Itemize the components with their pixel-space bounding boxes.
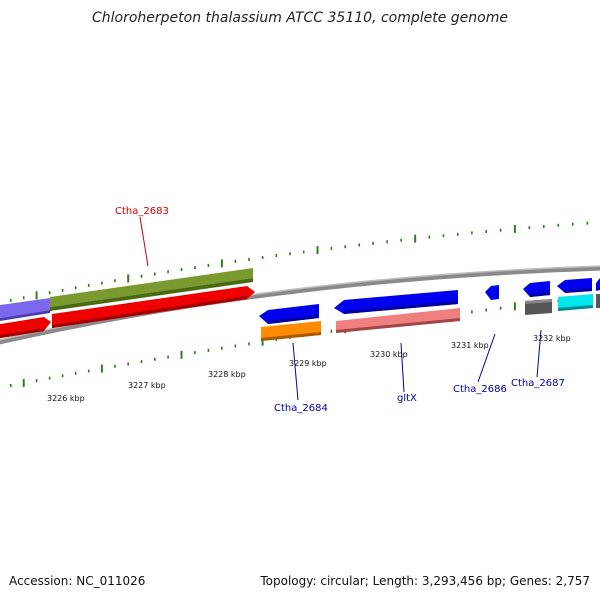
- gene-feature-purple[interactable]: [0, 298, 50, 321]
- accession-text: Accession: NC_011026: [9, 574, 146, 588]
- scale-label-3227: 3227 kbp: [128, 381, 166, 390]
- gene-arrow-ctha-2687[interactable]: [523, 281, 550, 297]
- gene-arrow-gltx[interactable]: [334, 290, 458, 314]
- gene-arrow-ctha-2684[interactable]: [259, 304, 319, 324]
- scale-label-3231: 3231 kbp: [451, 341, 489, 350]
- leader-ctha-2686: [477, 333, 496, 383]
- gene-feature-ctha-2687-gray[interactable]: [525, 299, 552, 315]
- genome-backbone: [0, 265, 600, 345]
- gene-feature-gltx-pink[interactable]: [336, 308, 460, 333]
- gene-feature-ctha-2683-green[interactable]: [50, 268, 253, 311]
- gene-feature-ctha-2684-orange[interactable]: [261, 321, 321, 341]
- leader-ctha-2683: [139, 216, 149, 267]
- gene-label-ctha-2687[interactable]: Ctha_2687: [511, 378, 565, 389]
- leader-ctha-2684: [292, 342, 299, 401]
- map-title: Chloroherpeton thalassium ATCC 35110, co…: [92, 10, 508, 26]
- topology-text: Topology: circular; Length: 3,293,456 bp…: [260, 574, 590, 588]
- gene-label-ctha-2686[interactable]: Ctha_2686: [453, 384, 507, 395]
- gene-arrow-blue-right-2[interactable]: [596, 278, 600, 291]
- scale-label-3226: 3226 kbp: [47, 394, 85, 403]
- scale-label-3230: 3230 kbp: [370, 350, 408, 359]
- gene-label-ctha-2683[interactable]: Ctha_2683: [115, 206, 169, 217]
- gene-arrow-blue-right-1[interactable]: [557, 278, 592, 293]
- scale-label-3229: 3229 kbp: [289, 359, 327, 368]
- gene-arrow-ctha-2683[interactable]: [52, 286, 255, 328]
- gene-feature-gray-right[interactable]: [596, 294, 600, 308]
- scale-label-3232: 3232 kbp: [533, 334, 571, 343]
- gene-arrow-red-left[interactable]: [0, 317, 51, 339]
- gene-arrow-ctha-2686[interactable]: [485, 285, 499, 300]
- leader-ctha-2687: [536, 329, 542, 378]
- gene-feature-cyan[interactable]: [558, 294, 593, 311]
- scale-label-3228: 3228 kbp: [208, 370, 246, 379]
- leader-gltx: [400, 342, 405, 393]
- tick-row-outer: [10, 221, 589, 302]
- gene-label-gltx[interactable]: gltX: [397, 393, 417, 404]
- gene-label-ctha-2684[interactable]: Ctha_2684: [274, 403, 328, 414]
